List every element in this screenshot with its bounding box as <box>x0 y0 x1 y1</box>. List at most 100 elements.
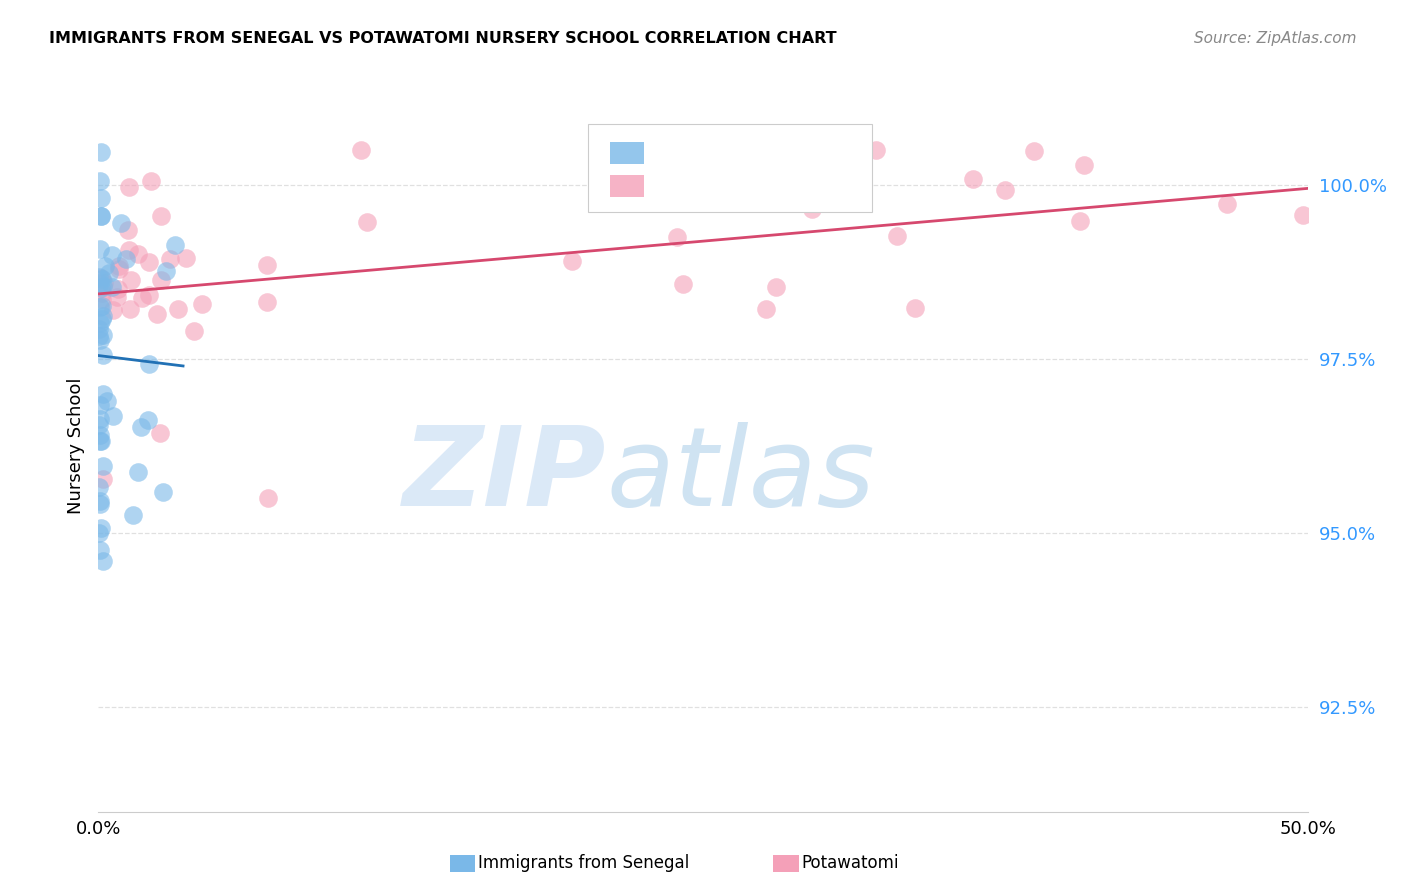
Point <box>90 434 112 448</box>
Point <box>159 252 181 266</box>
Point <box>89 494 111 508</box>
Point <box>91 279 114 293</box>
Point <box>91 386 114 401</box>
Point <box>89 480 111 494</box>
Point <box>1292 208 1315 222</box>
Point <box>149 425 172 440</box>
Point <box>1073 158 1095 172</box>
FancyBboxPatch shape <box>588 124 872 212</box>
Point <box>865 143 887 157</box>
Point <box>994 183 1017 197</box>
Point <box>101 280 124 294</box>
Point <box>127 465 149 479</box>
Point <box>89 427 111 442</box>
Point <box>174 251 197 265</box>
Point <box>89 276 111 290</box>
Point <box>190 297 212 311</box>
Point <box>149 273 172 287</box>
Point <box>120 301 142 316</box>
Point <box>100 248 122 262</box>
Point <box>91 347 114 361</box>
Point <box>107 282 129 296</box>
Point <box>87 321 110 335</box>
Point <box>127 247 149 261</box>
Point <box>801 202 824 217</box>
Point <box>149 209 172 223</box>
Point <box>118 180 141 194</box>
Point <box>139 174 162 188</box>
Point <box>108 260 131 274</box>
Point <box>138 255 160 269</box>
Text: Source: ZipAtlas.com: Source: ZipAtlas.com <box>1194 31 1357 46</box>
Point <box>118 243 141 257</box>
Point <box>155 264 177 278</box>
Point <box>90 271 112 285</box>
Text: Potawatomi: Potawatomi <box>801 855 898 872</box>
Point <box>89 434 111 448</box>
Point <box>91 458 114 473</box>
Text: atlas: atlas <box>606 422 875 529</box>
Point <box>120 273 142 287</box>
Point <box>561 253 583 268</box>
Point <box>89 398 111 412</box>
Point <box>904 301 927 316</box>
Point <box>89 174 111 188</box>
Point <box>89 270 111 285</box>
Point <box>87 526 110 541</box>
Point <box>91 328 114 343</box>
Point <box>256 295 278 310</box>
FancyBboxPatch shape <box>610 176 644 197</box>
Point <box>138 288 160 302</box>
Point <box>350 143 373 157</box>
Point <box>89 497 111 511</box>
Text: R = 0.310: R = 0.310 <box>655 177 754 196</box>
Text: N = 52: N = 52 <box>768 144 841 163</box>
Point <box>138 357 160 371</box>
Point <box>136 413 159 427</box>
Point <box>108 262 131 277</box>
Point <box>94 259 117 273</box>
Point <box>672 277 695 291</box>
Point <box>87 329 110 343</box>
Point <box>1024 145 1046 159</box>
Point <box>89 242 111 256</box>
Point <box>962 172 984 186</box>
Point <box>666 229 689 244</box>
Point <box>90 286 112 301</box>
Point <box>89 300 111 314</box>
Point <box>110 216 132 230</box>
Point <box>97 266 120 280</box>
Point <box>90 281 112 295</box>
Point <box>91 309 114 323</box>
Point <box>146 307 169 321</box>
Y-axis label: Nursery School: Nursery School <box>66 377 84 515</box>
Point <box>90 312 112 326</box>
Point <box>93 276 115 290</box>
FancyBboxPatch shape <box>610 143 644 164</box>
Text: ZIP: ZIP <box>402 422 606 529</box>
Point <box>90 292 112 306</box>
Point <box>93 472 115 486</box>
Point <box>90 209 112 223</box>
Point <box>356 214 378 228</box>
Point <box>152 485 174 500</box>
Point <box>115 252 138 267</box>
Point <box>96 394 118 409</box>
Point <box>1069 214 1091 228</box>
Point <box>256 258 278 272</box>
Point <box>89 316 111 330</box>
Point <box>765 279 787 293</box>
Point <box>90 191 112 205</box>
Point <box>105 290 128 304</box>
Point <box>166 302 188 317</box>
Point <box>89 417 111 432</box>
Text: IMMIGRANTS FROM SENEGAL VS POTAWATOMI NURSERY SCHOOL CORRELATION CHART: IMMIGRANTS FROM SENEGAL VS POTAWATOMI NU… <box>49 31 837 46</box>
Point <box>886 229 908 244</box>
Point <box>91 299 114 313</box>
Point <box>117 223 139 237</box>
Point <box>91 271 114 285</box>
Point <box>755 301 778 316</box>
Point <box>256 491 278 506</box>
Point <box>163 237 186 252</box>
Point <box>1216 197 1239 211</box>
